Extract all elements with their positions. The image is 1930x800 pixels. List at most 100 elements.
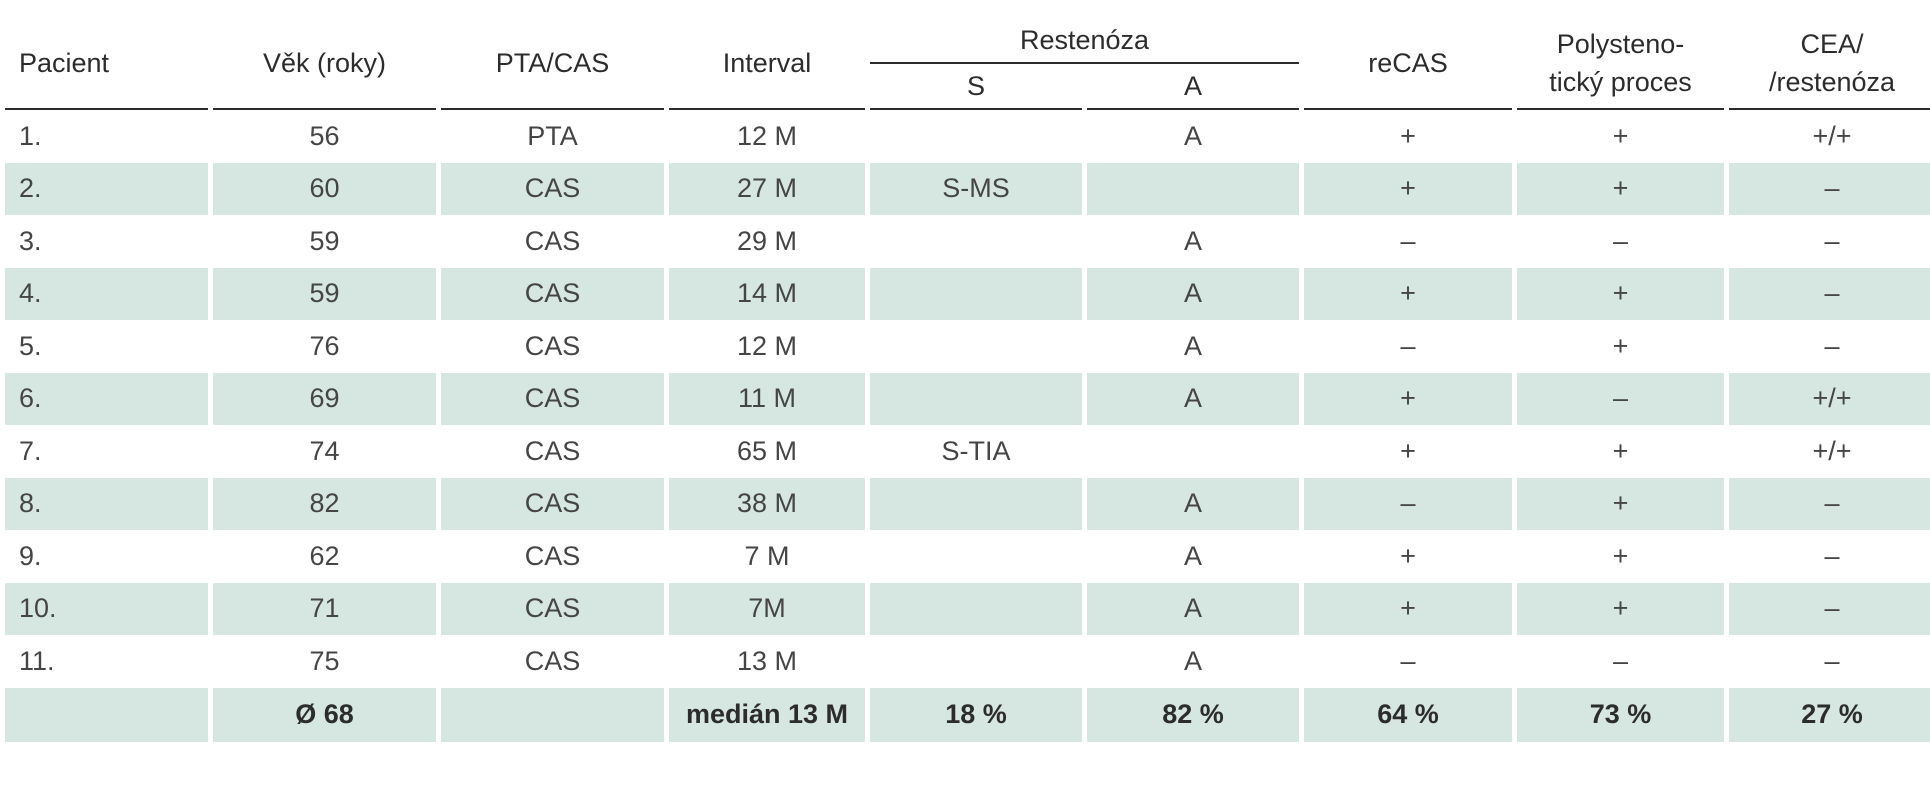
table-row: 1. 56 PTA 12 M A + + +/+ bbox=[5, 108, 1930, 163]
header-recas: reCAS bbox=[1368, 47, 1448, 78]
cell-vek: 76 bbox=[309, 330, 340, 361]
cell-pacient: 8. bbox=[5, 477, 208, 530]
header-cea-line1: CEA/ bbox=[1800, 29, 1864, 59]
cell-pacient: 10. bbox=[5, 582, 208, 635]
cell-recas: – bbox=[1400, 330, 1416, 361]
cell-a: A bbox=[1087, 582, 1299, 635]
cell-interval: 29 M bbox=[736, 225, 798, 256]
cell-vek: 75 bbox=[309, 645, 340, 676]
cell-a: A bbox=[1183, 225, 1202, 256]
cell-interval: 12 M bbox=[669, 108, 865, 163]
cell-polystenoticky: + bbox=[1612, 540, 1629, 571]
cell-polystenoticky: + bbox=[1517, 108, 1724, 163]
cell-s bbox=[870, 372, 1082, 425]
cell-interval: 27 M bbox=[669, 162, 865, 215]
summary-cell-recas: 64 % bbox=[1304, 687, 1512, 742]
cell-vek: 59 bbox=[213, 267, 436, 320]
cell-cea: +/+ bbox=[1729, 372, 1930, 425]
table-row: 2. 60 CAS 27 M S-MS + + – bbox=[5, 162, 1930, 215]
cell-cea: – bbox=[1824, 645, 1840, 676]
cell-recas: + bbox=[1400, 540, 1416, 571]
header-a: A bbox=[1183, 70, 1202, 101]
cell-pta-cas: CAS bbox=[524, 225, 581, 256]
cell-cea: – bbox=[1824, 540, 1840, 571]
restenosis-table: Pacient Věk (roky) PTA/CAS Interval Rest… bbox=[0, 18, 1930, 742]
cell-vek: 74 bbox=[309, 435, 340, 466]
header-polystenoticky: Polysteno- tický proces bbox=[1517, 18, 1724, 108]
cell-recas: – bbox=[1304, 477, 1512, 530]
cell-interval: 7 M bbox=[744, 540, 790, 571]
table-row: 10. 71 CAS 7M A + + – bbox=[5, 582, 1930, 635]
header-poly-line2: tický proces bbox=[1549, 67, 1692, 97]
cell-recas: + bbox=[1304, 267, 1512, 320]
cell-s: S-MS bbox=[870, 162, 1082, 215]
header-vek: Věk (roky) bbox=[262, 47, 387, 78]
cell-polystenoticky: – bbox=[1612, 645, 1629, 676]
cell-pacient: 4. bbox=[5, 267, 208, 320]
cell-polystenoticky: + bbox=[1517, 582, 1724, 635]
cell-vek: 71 bbox=[213, 582, 436, 635]
table-row: 6. 69 CAS 11 M A + – +/+ bbox=[5, 372, 1930, 425]
cell-polystenoticky: + bbox=[1517, 162, 1724, 215]
cell-pta-cas: CAS bbox=[524, 540, 581, 571]
cell-pacient: 11. bbox=[19, 645, 55, 676]
cell-a bbox=[1087, 162, 1299, 215]
header-pta-cas: PTA/CAS bbox=[495, 47, 610, 78]
cell-cea: – bbox=[1729, 477, 1930, 530]
cell-recas: + bbox=[1400, 435, 1416, 466]
cell-vek: 62 bbox=[309, 540, 340, 571]
cell-s bbox=[870, 215, 1082, 268]
cell-pacient: 9. bbox=[19, 540, 42, 571]
cell-s bbox=[870, 477, 1082, 530]
table-row: 11. 75 CAS 13 M A – – – bbox=[5, 635, 1930, 688]
cell-interval: 12 M bbox=[736, 330, 798, 361]
summary-cell-cea: 27 % bbox=[1729, 687, 1930, 742]
cell-s bbox=[870, 267, 1082, 320]
cell-cea: – bbox=[1729, 582, 1930, 635]
header-s: S bbox=[966, 70, 985, 101]
cell-vek: 59 bbox=[309, 225, 340, 256]
cell-s: S-TIA bbox=[941, 435, 1011, 466]
cell-s bbox=[870, 582, 1082, 635]
table-row: 5. 76 CAS 12 M A – + – bbox=[5, 320, 1930, 373]
summary-cell-polystenoticky: 73 % bbox=[1517, 687, 1724, 742]
cell-recas: + bbox=[1304, 108, 1512, 163]
summary-cell-interval: medián 13 M bbox=[669, 687, 865, 742]
cell-s bbox=[870, 635, 1082, 688]
cell-vek: 56 bbox=[213, 108, 436, 163]
cell-a: A bbox=[1183, 330, 1202, 361]
cell-polystenoticky: + bbox=[1612, 330, 1629, 361]
header-interval: Interval bbox=[722, 47, 812, 78]
cell-cea: +/+ bbox=[1812, 435, 1852, 466]
cell-cea: – bbox=[1729, 267, 1930, 320]
summary-row: Ø 68 medián 13 M 18 % 82 % 64 % 73 % 27 % bbox=[5, 687, 1930, 742]
cell-vek: 82 bbox=[213, 477, 436, 530]
cell-a: A bbox=[1087, 108, 1299, 163]
table-row: 4. 59 CAS 14 M A + + – bbox=[5, 267, 1930, 320]
cell-a: A bbox=[1183, 540, 1202, 571]
cell-vek: 69 bbox=[213, 372, 436, 425]
cell-interval: 14 M bbox=[669, 267, 865, 320]
cell-s bbox=[870, 530, 1082, 583]
cell-pta-cas: CAS bbox=[441, 582, 664, 635]
table-row: 7. 74 CAS 65 M S-TIA + + +/+ bbox=[5, 425, 1930, 478]
table-body: 1. 56 PTA 12 M A + + +/+ 2. 60 CAS 27 M S-MS + + –3. 59 C… bbox=[5, 108, 1930, 742]
cell-pacient: 6. bbox=[5, 372, 208, 425]
cell-pta-cas: CAS bbox=[524, 645, 581, 676]
cell-pta-cas: CAS bbox=[441, 372, 664, 425]
cell-interval: 7M bbox=[669, 582, 865, 635]
cell-pta-cas: CAS bbox=[441, 477, 664, 530]
table-row: 8. 82 CAS 38 M A – + – bbox=[5, 477, 1930, 530]
cell-interval: 65 M bbox=[736, 435, 798, 466]
cell-cea: – bbox=[1729, 162, 1930, 215]
cell-polystenoticky: + bbox=[1517, 267, 1724, 320]
cell-pacient: 2. bbox=[5, 162, 208, 215]
cell-a bbox=[1087, 425, 1299, 478]
cell-vek: 60 bbox=[213, 162, 436, 215]
summary-cell-vek: Ø 68 bbox=[213, 687, 436, 742]
header-cea-line2: /restenóza bbox=[1768, 67, 1896, 97]
cell-pacient: 7. bbox=[19, 435, 42, 466]
cell-pacient: 1. bbox=[5, 108, 208, 163]
cell-polystenoticky: – bbox=[1517, 372, 1724, 425]
